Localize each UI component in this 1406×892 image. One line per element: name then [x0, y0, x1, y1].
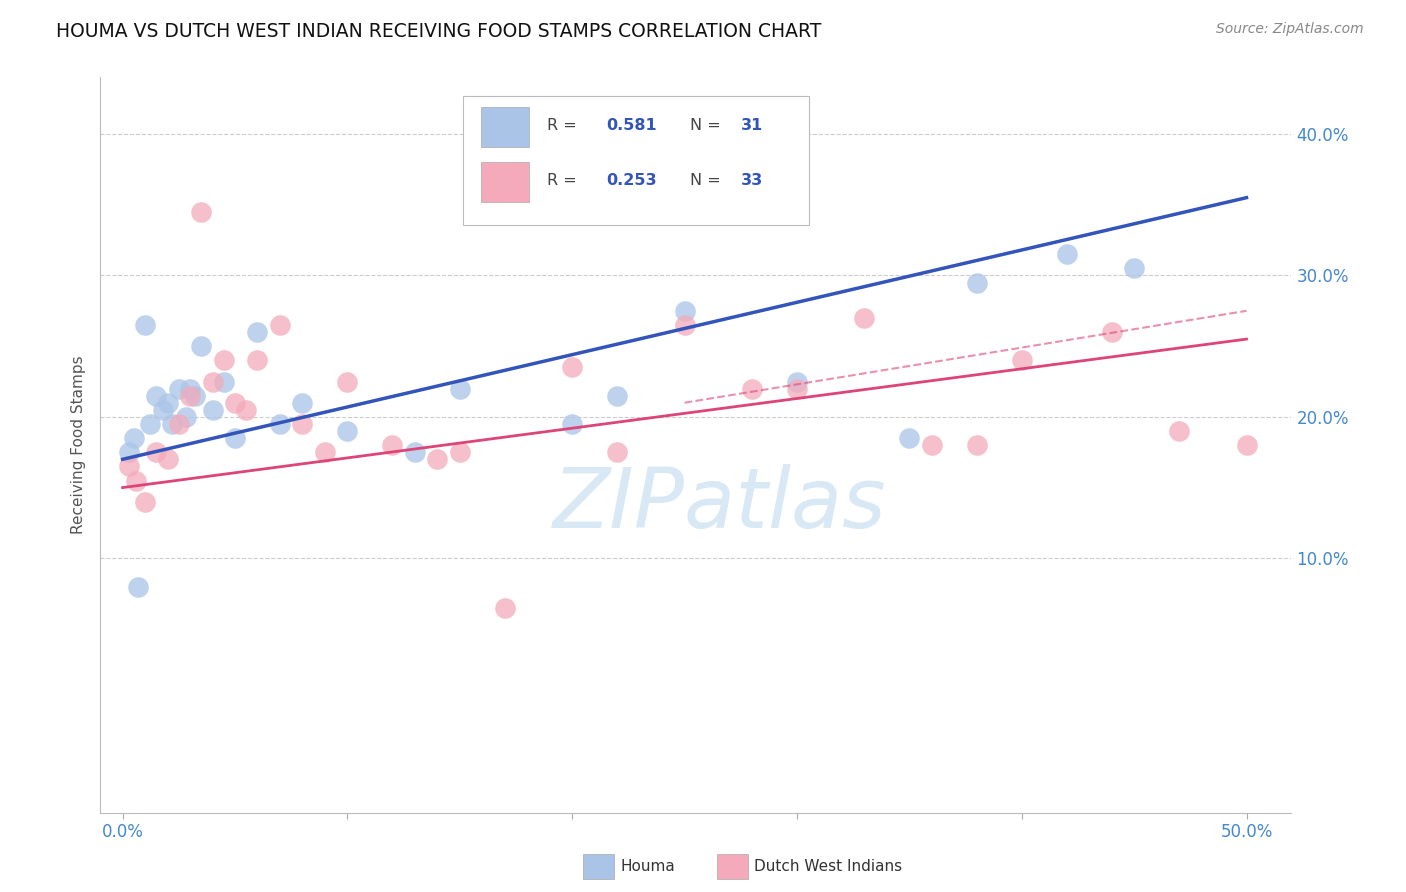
Point — [314, 445, 336, 459]
Point — [426, 452, 449, 467]
Text: 33: 33 — [741, 173, 763, 188]
Point — [898, 431, 921, 445]
Point — [122, 431, 145, 445]
Point — [381, 438, 404, 452]
Point — [145, 445, 167, 459]
Point — [201, 402, 224, 417]
Point — [336, 424, 359, 438]
Point — [921, 438, 943, 452]
Point — [224, 396, 246, 410]
Point — [269, 417, 291, 431]
Text: 0.581: 0.581 — [606, 118, 657, 133]
Point — [118, 459, 141, 474]
Point — [606, 389, 628, 403]
Point — [183, 389, 205, 403]
Point — [494, 600, 516, 615]
Point — [1101, 325, 1123, 339]
Point — [134, 318, 156, 332]
Point — [179, 382, 201, 396]
Point — [741, 382, 763, 396]
Point — [127, 580, 149, 594]
Point — [449, 382, 471, 396]
Point — [269, 318, 291, 332]
Point — [145, 389, 167, 403]
Point — [167, 382, 190, 396]
Text: R =: R = — [547, 173, 582, 188]
Point — [224, 431, 246, 445]
Point — [673, 303, 696, 318]
Point — [291, 396, 314, 410]
Point — [966, 276, 988, 290]
FancyBboxPatch shape — [464, 95, 808, 225]
Text: N =: N = — [690, 173, 725, 188]
Point — [125, 474, 148, 488]
Point — [118, 445, 141, 459]
Text: HOUMA VS DUTCH WEST INDIAN RECEIVING FOOD STAMPS CORRELATION CHART: HOUMA VS DUTCH WEST INDIAN RECEIVING FOO… — [56, 22, 821, 41]
Point — [1123, 261, 1146, 276]
Point — [152, 402, 174, 417]
Point — [201, 375, 224, 389]
Point — [449, 445, 471, 459]
Point — [1056, 247, 1078, 261]
Point — [235, 402, 257, 417]
Point — [1011, 353, 1033, 368]
Text: ZIPatlas: ZIPatlas — [553, 464, 886, 544]
Point — [156, 396, 179, 410]
Point — [786, 382, 808, 396]
Point — [1168, 424, 1191, 438]
Point — [246, 353, 269, 368]
Text: R =: R = — [547, 118, 582, 133]
Point — [179, 389, 201, 403]
Text: Dutch West Indians: Dutch West Indians — [754, 859, 901, 873]
Point — [336, 375, 359, 389]
Point — [853, 310, 876, 325]
Point — [138, 417, 160, 431]
Point — [174, 409, 197, 424]
Point — [212, 375, 235, 389]
Point — [966, 438, 988, 452]
Point — [167, 417, 190, 431]
Point — [561, 360, 583, 375]
Text: Source: ZipAtlas.com: Source: ZipAtlas.com — [1216, 22, 1364, 37]
Point — [190, 204, 212, 219]
Text: 0.253: 0.253 — [606, 173, 657, 188]
Point — [673, 318, 696, 332]
Point — [404, 445, 426, 459]
Y-axis label: Receiving Food Stamps: Receiving Food Stamps — [72, 356, 86, 534]
Point — [291, 417, 314, 431]
Text: Houma: Houma — [620, 859, 675, 873]
Text: N =: N = — [690, 118, 725, 133]
Bar — [481, 107, 529, 147]
Point — [606, 445, 628, 459]
Point — [156, 452, 179, 467]
Text: 31: 31 — [741, 118, 763, 133]
Point — [561, 417, 583, 431]
Point — [1236, 438, 1258, 452]
Point — [246, 325, 269, 339]
Point — [786, 375, 808, 389]
Point — [134, 494, 156, 508]
Point — [212, 353, 235, 368]
Bar — [481, 162, 529, 202]
Point — [160, 417, 183, 431]
Point — [190, 339, 212, 353]
